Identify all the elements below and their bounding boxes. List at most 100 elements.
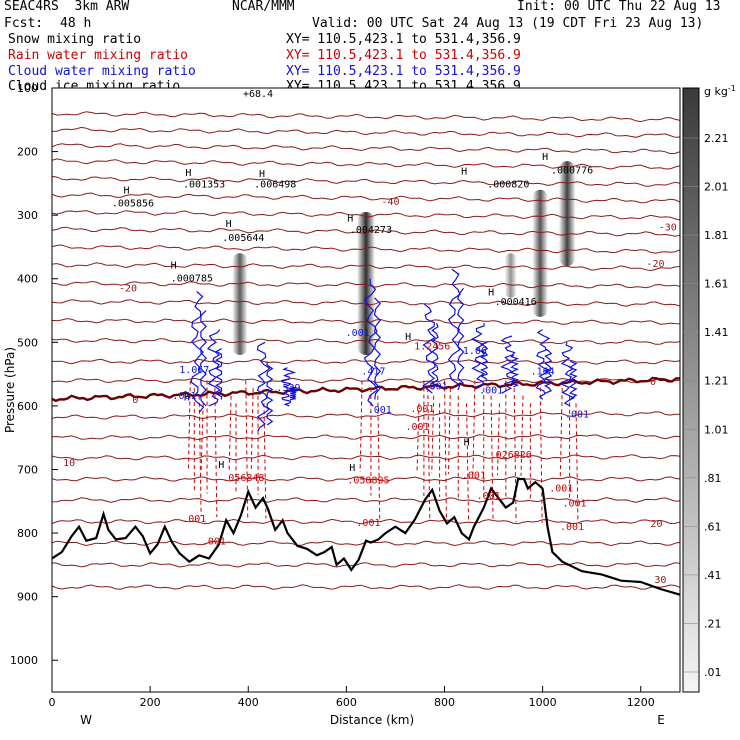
model-title: SEAC4RS 3km ARW: [4, 0, 130, 14]
contour-value-label: .001: [549, 483, 573, 494]
temperature-label: -30: [659, 223, 677, 234]
x-tick-label: 200: [140, 696, 161, 709]
x-axis-title: Distance (km): [330, 713, 414, 727]
isotherm-line: [52, 210, 680, 221]
y-tick-label: 900: [17, 591, 38, 604]
contour-value-label: .000820: [487, 179, 529, 190]
cloud-water-contour: [535, 329, 551, 400]
y-tick-label-top: 100: [17, 82, 38, 95]
cloud-water-contour: [470, 323, 486, 388]
snow-column: [232, 253, 248, 356]
high-marker: H: [349, 463, 355, 474]
rain-shaft: [214, 388, 218, 518]
cloud-water-contour: [289, 386, 297, 401]
isotherm-line: [52, 433, 680, 441]
field-rain-xy: XY= 110.5,423.1 to 531.4,356.9: [286, 48, 521, 63]
contour-value-label: 1.06: [463, 346, 487, 357]
snow-column: [532, 189, 548, 317]
rain-shaft: [559, 388, 563, 477]
rain-shaft: [472, 380, 476, 475]
cloud-water-contour: [544, 348, 553, 394]
init-time: Init: 00 UTC Thu 22 Aug 13: [517, 0, 721, 14]
contour-value-label: .001: [172, 391, 196, 402]
rain-shaft: [187, 380, 191, 470]
x-tick-label: 400: [238, 696, 259, 709]
isotherm-line: [52, 454, 680, 461]
cloud-water-contour: [363, 278, 379, 407]
rain-shaft: [198, 395, 202, 517]
temperature-label: -20: [646, 259, 664, 270]
high-marker: H: [171, 261, 177, 272]
isotherm-line: [52, 476, 680, 482]
temperature-label: 0: [429, 381, 435, 392]
contour-value-label: .001: [560, 522, 584, 533]
forecast-hour: 48 h: [60, 16, 92, 31]
contour-value-label: .056848: [222, 473, 264, 484]
isotherm-line: [52, 411, 680, 420]
isotherm-line: [52, 562, 680, 568]
direction-east: E: [657, 713, 665, 727]
snow-column: [558, 161, 576, 267]
contour-value-label: .000416: [495, 297, 537, 308]
y-tick-label: 1000: [10, 654, 38, 667]
cloud-water-contour: [447, 268, 461, 391]
isotherm-line: [52, 280, 680, 289]
cloud-water-contour: [510, 354, 520, 388]
cloud-water-contour: [215, 348, 223, 400]
contour-value-label: .004273: [350, 225, 392, 236]
contour-value-label: .417: [361, 366, 385, 377]
cloud-water-contour: [422, 303, 436, 394]
organization: NCAR/MMM: [232, 0, 295, 14]
cloud-water-contour: [256, 341, 271, 432]
rain-shaft: [520, 395, 524, 476]
field-rain-name: Rain water mixing ratio: [8, 48, 189, 63]
contour-value-label: 1.2456: [414, 341, 450, 352]
colorbar-label: 1.81: [704, 229, 729, 242]
contour-value-label: .026826: [490, 450, 532, 461]
rain-shaft: [447, 388, 451, 474]
colorbar-label: .21: [704, 617, 722, 630]
high-marker: H: [259, 169, 265, 180]
y-tick-label: 800: [17, 527, 38, 540]
colorbar: g kg-1 .01 .21 .41 .61 .81 1.01 1.21 1.41 1.61 1.…: [682, 84, 736, 693]
contour-value-label: .005856: [112, 198, 154, 209]
contour-value-label: .001: [479, 385, 503, 396]
y-tick-label: 500: [17, 336, 38, 349]
high-marker: H: [218, 460, 224, 471]
high-marker: H: [347, 214, 353, 225]
contour-value-label: .001: [462, 471, 486, 482]
forecast-label: Fcst:: [4, 16, 44, 31]
contour-value-label: .001: [182, 514, 206, 525]
rain-shaft: [416, 403, 420, 473]
valid-time: Valid: 00 UTC Sat 24 Aug 13 (19 CDT Fri …: [312, 16, 704, 31]
x-tick-label: 600: [336, 696, 357, 709]
rain-shaft: [575, 403, 579, 524]
rain-shaft: [513, 388, 517, 523]
x-tick-label: 1000: [529, 696, 557, 709]
isotherm-line: [52, 244, 680, 254]
high-marker: H: [542, 152, 548, 163]
isotherm-line: [52, 518, 680, 525]
terrain-layer: [52, 477, 680, 596]
contour-value-label: .001: [565, 410, 589, 421]
colorbar-label: 2.01: [704, 181, 729, 194]
y-tick-label: 300: [17, 209, 38, 222]
snow-column: [357, 211, 375, 356]
isotherm-line: [52, 143, 680, 155]
colorbar-label: 1.61: [704, 278, 729, 291]
axes: 0 200 400 600 800 1000 12002003004005006007008…: [10, 82, 655, 709]
rain-shaft: [263, 403, 267, 519]
cloud-water-contour: [190, 291, 205, 413]
isotherm-line: [52, 111, 680, 123]
colorbar-label: 1.41: [704, 326, 729, 339]
contour-value-label: .000776: [551, 165, 593, 176]
high-marker: H: [124, 186, 130, 197]
rain-shaft: [431, 395, 435, 474]
direction-west: W: [80, 713, 92, 727]
contour-value-label: .001: [346, 328, 370, 339]
colorbar-label: .41: [704, 569, 722, 582]
contour-value-label: .001: [202, 537, 226, 548]
cloud-water-contour: [560, 342, 576, 407]
field-snow-xy: XY= 110.5,423.1 to 531.4,356.9: [286, 32, 521, 47]
temperature-label: 20: [650, 519, 662, 530]
